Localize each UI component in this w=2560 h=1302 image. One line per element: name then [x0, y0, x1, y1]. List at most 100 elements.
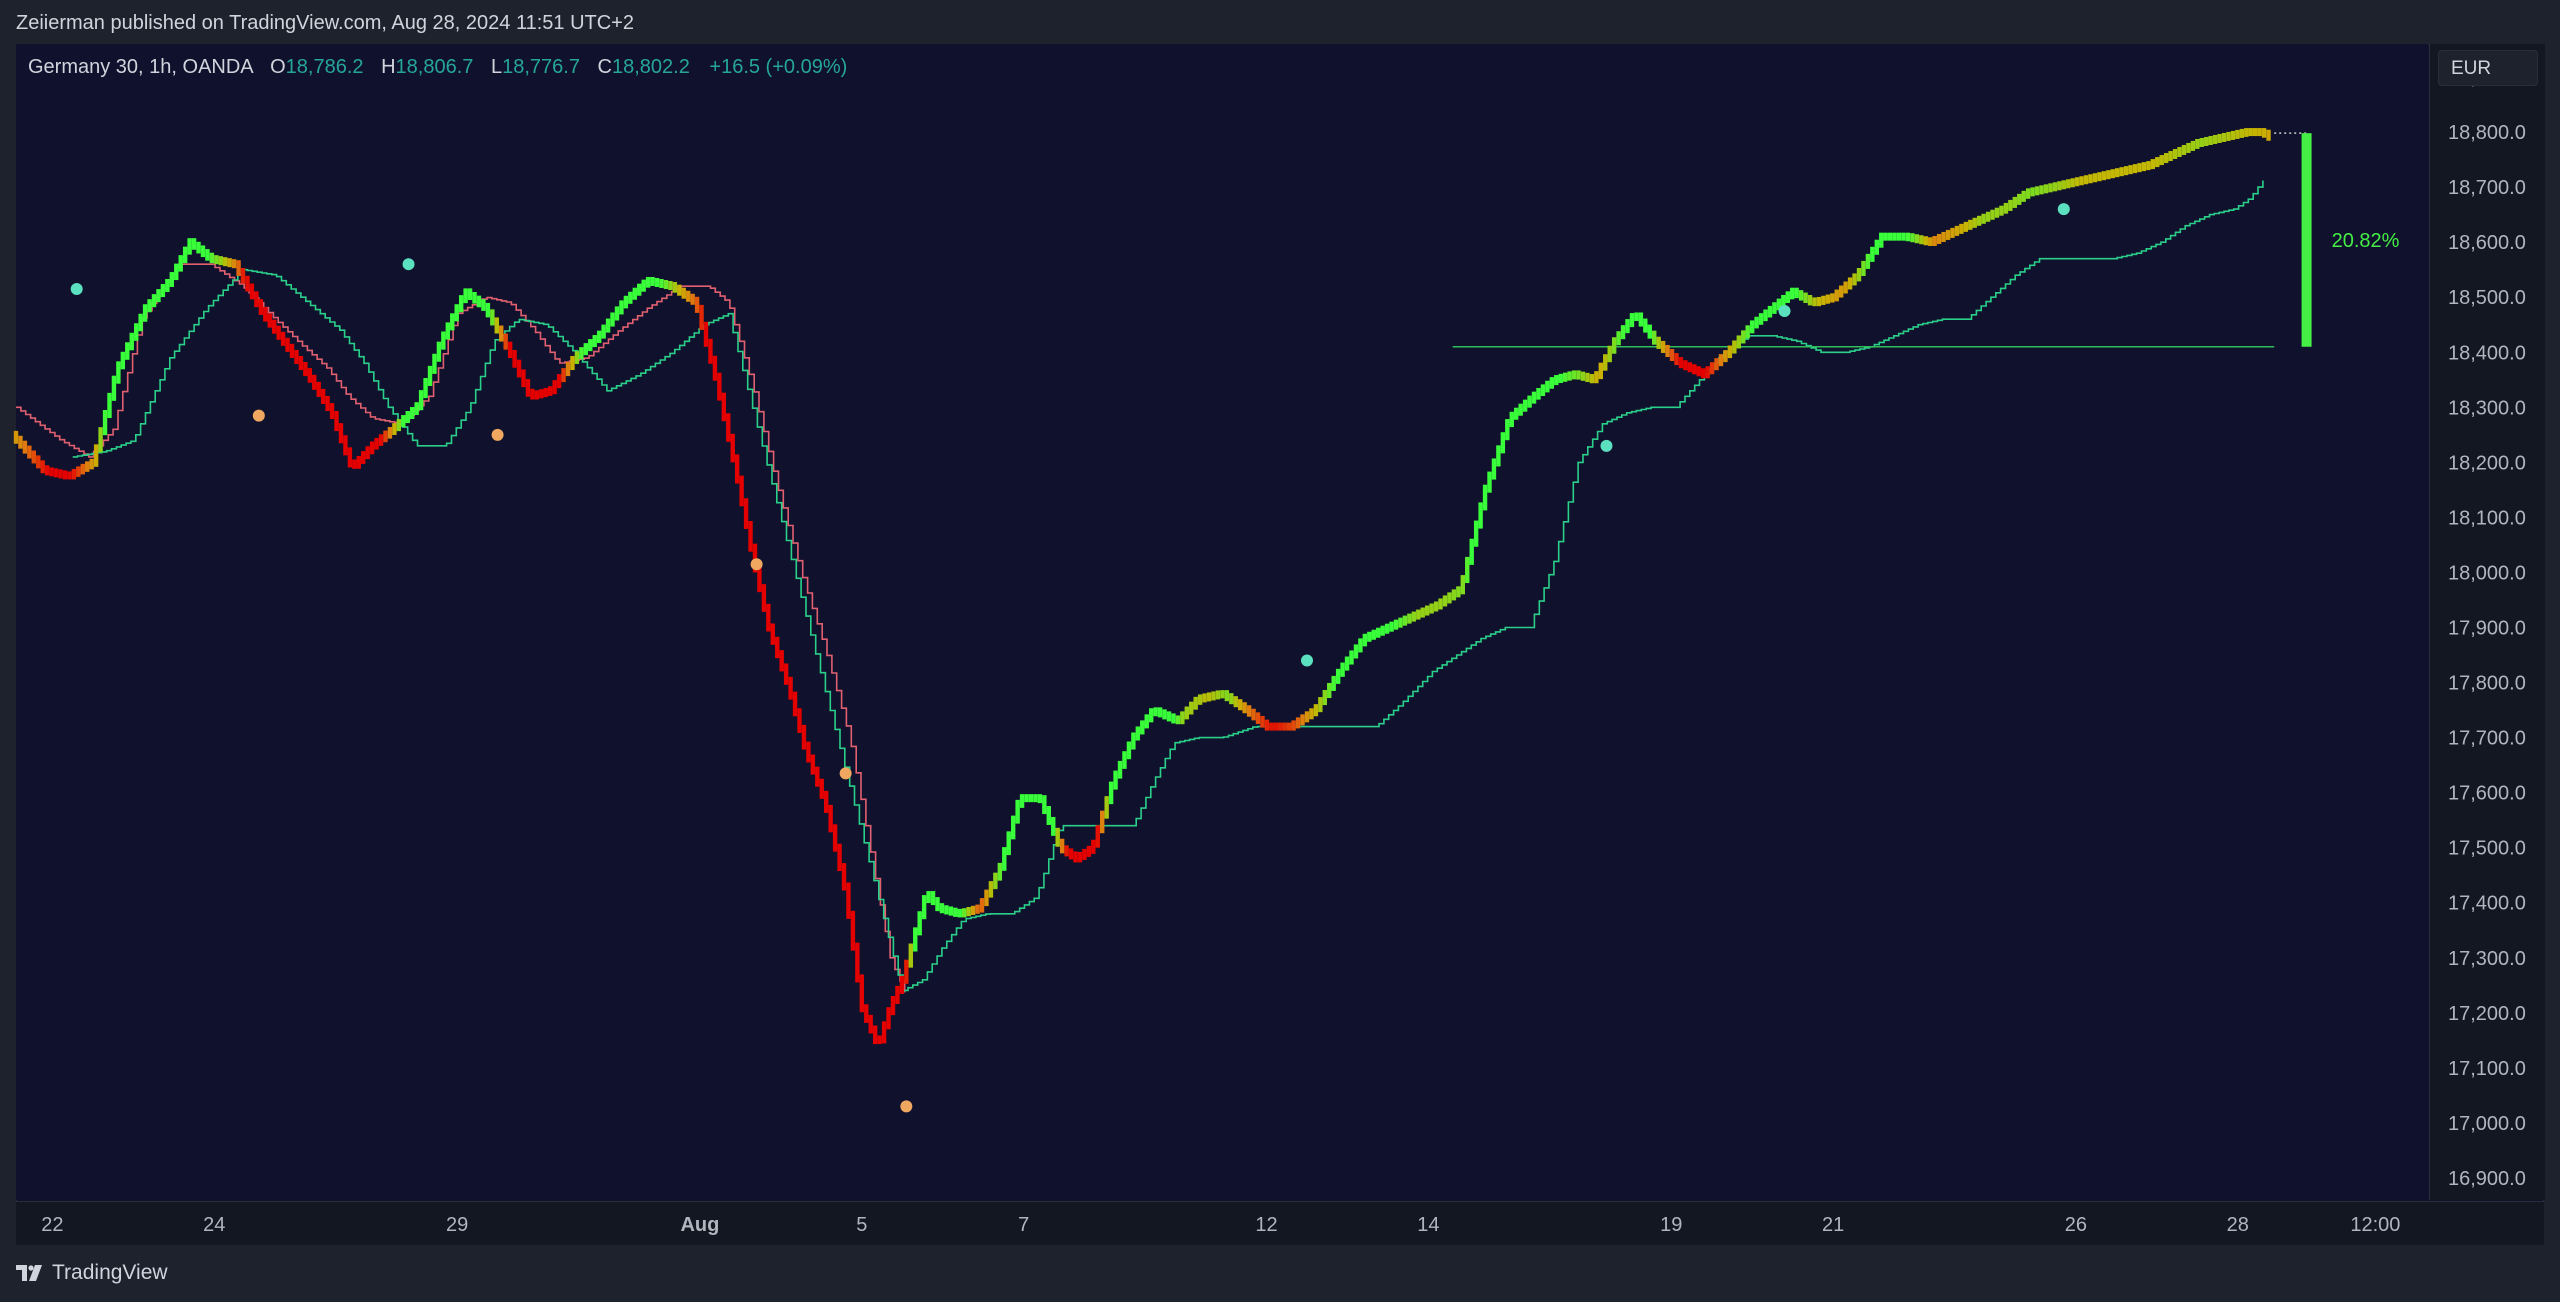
price-bar [1055, 827, 1060, 847]
price-bar [1157, 707, 1163, 718]
price-bar [1126, 741, 1132, 760]
price-bar [766, 603, 771, 632]
price-bar [89, 458, 94, 470]
price-bar [828, 804, 833, 833]
currency-button[interactable]: EUR [2438, 50, 2538, 86]
price-bar [654, 277, 660, 287]
price-bar [356, 455, 361, 469]
price-bar [659, 278, 664, 289]
price-bar [1015, 799, 1020, 824]
price-bar [1024, 794, 1029, 803]
price-bar [1220, 690, 1225, 699]
bear-signal-dot [491, 428, 504, 441]
price-bar [102, 410, 108, 436]
price-bar [1598, 362, 1603, 380]
price-bar [1709, 362, 1715, 375]
price-bar [343, 435, 348, 456]
price-bar [1407, 613, 1412, 624]
price-bar [1416, 609, 1421, 620]
price-bar [1073, 851, 1078, 863]
price-bar [926, 891, 931, 904]
price-bar [2123, 166, 2129, 176]
price-tick-label: 18,700.0 [2448, 177, 2526, 199]
price-bar [1954, 225, 1960, 236]
price-bar [570, 355, 575, 371]
price-bar [218, 256, 223, 266]
price-bar [1616, 331, 1621, 346]
price-bar [120, 351, 126, 370]
price-bar [227, 258, 232, 268]
price-bar [1068, 848, 1074, 860]
price-bar [1705, 366, 1710, 379]
price-bar [1901, 232, 1906, 241]
price-bar [712, 355, 718, 381]
price-bar [1291, 720, 1296, 731]
price-bar [1255, 712, 1261, 724]
price-bar [1100, 810, 1105, 834]
price-bar [1473, 520, 1479, 547]
price-axis[interactable] [2429, 44, 2545, 1200]
price-bar [334, 411, 339, 432]
price-bar [2252, 128, 2258, 137]
price-tick-label: 16,900.0 [2448, 1168, 2526, 1190]
price-bar [1184, 706, 1189, 720]
price-bar [939, 903, 945, 914]
price-bar [913, 927, 918, 952]
price-bar [1652, 330, 1657, 345]
chart-pane[interactable] [16, 44, 2428, 1200]
price-bar [543, 387, 548, 398]
price-bar [1086, 845, 1092, 857]
price-bar [1589, 374, 1595, 384]
price-bar [209, 252, 215, 264]
price-bar [285, 337, 290, 352]
price-tick-label: 17,300.0 [2448, 948, 2526, 970]
price-bar [191, 238, 197, 250]
price-bar [574, 351, 580, 364]
tradingview-brand[interactable]: TradingView [16, 1261, 168, 1285]
price-bar [565, 362, 571, 377]
price-bar [1077, 851, 1083, 863]
price-bar [1554, 375, 1559, 386]
price-bar [1540, 384, 1546, 397]
price-bar [174, 263, 179, 281]
price-bar [2190, 140, 2196, 151]
price-tick-label: 17,000.0 [2448, 1113, 2526, 1135]
price-bar [2239, 128, 2245, 138]
price-bar [1313, 704, 1319, 717]
price-bar [668, 281, 673, 291]
price-bar [672, 282, 678, 293]
price-bar [855, 942, 860, 983]
bull-signal-dot [2057, 203, 2070, 216]
bear-signal-dot [900, 1100, 913, 1113]
price-bar [1611, 337, 1617, 354]
price-bar [717, 372, 722, 401]
price-bar [1420, 607, 1425, 618]
price-bar [1896, 232, 1902, 241]
price-bar [2204, 136, 2209, 146]
price-bar [730, 433, 735, 463]
price-bar [2110, 169, 2115, 179]
price-bar [1798, 290, 1804, 301]
price-bar [441, 331, 446, 350]
price-bar [2172, 148, 2178, 160]
price-bar [1349, 650, 1354, 665]
price-bar [40, 460, 45, 474]
price-bar [476, 295, 482, 308]
price-bar [583, 343, 589, 356]
price-bar [1514, 407, 1519, 420]
price-bar [316, 381, 321, 397]
price-bar [347, 447, 353, 468]
time-axis[interactable] [16, 1201, 2544, 1245]
price-bar [2052, 182, 2058, 192]
price-bar [1790, 287, 1795, 300]
price-bar [1402, 615, 1408, 626]
price-bar [703, 321, 709, 347]
price-bar [1972, 217, 1977, 228]
measure-percent-label: 20.82% [2332, 230, 2400, 252]
price-bar [1384, 623, 1390, 634]
price-bar [44, 465, 50, 476]
price-bar [846, 882, 851, 919]
price-bar [1482, 484, 1488, 511]
price-bar [832, 824, 838, 852]
price-bar [1197, 694, 1203, 705]
